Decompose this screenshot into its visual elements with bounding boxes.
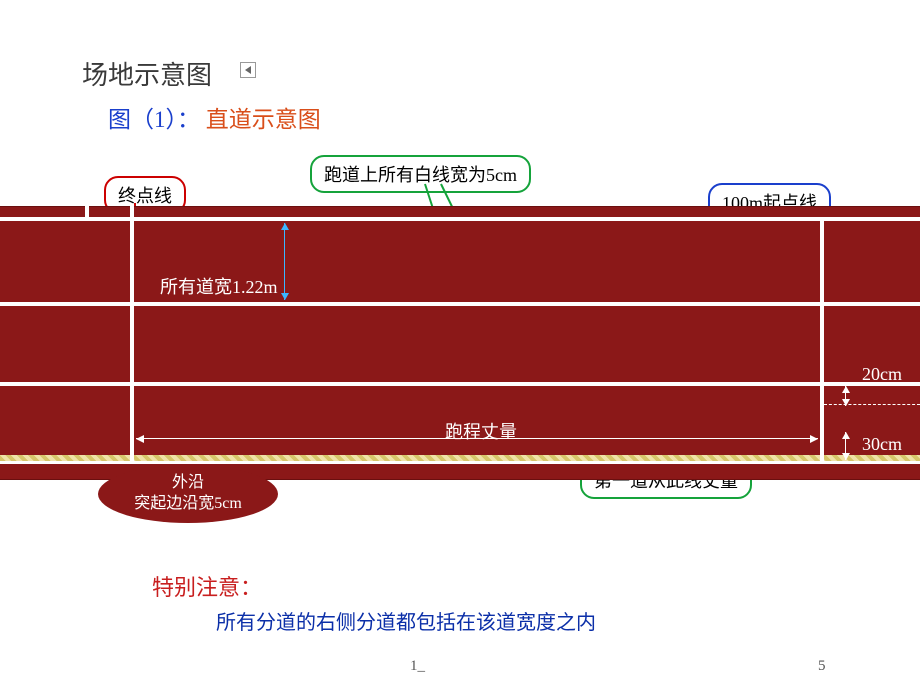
- run-measure-label: 跑程丈量: [445, 418, 517, 444]
- dim20-dash: [824, 404, 920, 405]
- finish-line-top: [130, 206, 134, 221]
- subtitle-main: 直道示意图: [206, 107, 321, 132]
- footer-page-number: 5: [818, 658, 826, 675]
- page-title: 场地示意图: [82, 55, 212, 92]
- edge-line1: 外沿: [172, 473, 204, 494]
- finish-line: [130, 221, 134, 464]
- lane-width-label: 所有道宽1.22m: [160, 273, 278, 299]
- edge-pattern: [0, 455, 920, 461]
- figure-subtitle: 图（1）： 直道示意图: [108, 100, 321, 134]
- dim30-span: [845, 432, 846, 460]
- note-body: 所有分道的右侧分道都包括在该道宽度之内: [216, 606, 596, 635]
- subtitle-prefix: 图（1）：: [108, 107, 200, 132]
- dim30-label: 30cm: [862, 434, 902, 455]
- note-title: 特别注意：: [152, 570, 262, 602]
- callout-edge: 外沿 突起边沿宽5cm: [98, 465, 278, 523]
- lane-divider-2: [0, 382, 920, 386]
- footer-left: 1_: [410, 658, 425, 675]
- nav-prev-icon[interactable]: [240, 62, 256, 78]
- start-line: [820, 221, 824, 464]
- lane-divider-1: [0, 302, 920, 306]
- callout-white-line-width: 跑道上所有白线宽为5cm: [310, 155, 531, 193]
- lane-width-span: [284, 223, 285, 300]
- edge-line2: 突起边沿宽5cm: [134, 494, 242, 515]
- top-tick-left: [85, 206, 89, 221]
- lane-divider-0: [0, 217, 920, 221]
- dim20-span: [845, 386, 846, 406]
- dim20-label: 20cm: [862, 364, 902, 385]
- track-diagram: 所有道宽1.22m 跑程丈量 20cm 30cm: [0, 206, 920, 480]
